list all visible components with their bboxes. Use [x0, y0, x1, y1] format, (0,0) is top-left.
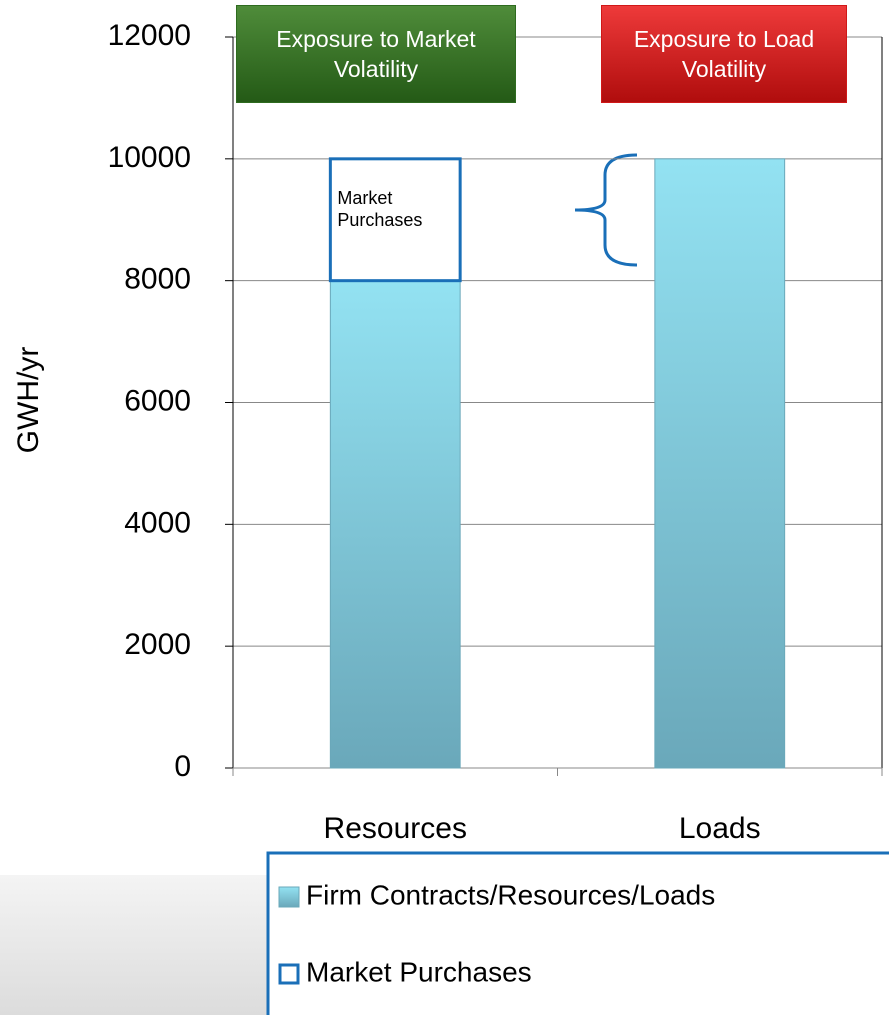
- x-tick-label: Resources: [324, 812, 467, 845]
- y-tick-label: 12000: [108, 19, 191, 52]
- legend-swatch: [278, 886, 300, 908]
- legend-label: Firm Contracts/Resources/Loads: [306, 879, 715, 910]
- y-tick-label: 0: [174, 750, 191, 783]
- annotation-box: Exposure to Market Volatility: [236, 5, 516, 103]
- bar-segment: [654, 158, 786, 769]
- legend-box: [266, 851, 889, 1015]
- legend-label: Market Purchases: [306, 956, 532, 987]
- background-shape: [0, 875, 268, 1015]
- y-tick-label: 4000: [124, 506, 191, 539]
- y-tick-label: 8000: [124, 263, 191, 296]
- y-axis-label: GWH/yr: [12, 347, 45, 454]
- legend-swatch: [278, 963, 300, 985]
- annotation-box: Exposure to Load Volatility: [601, 5, 847, 103]
- y-tick-label: 2000: [124, 628, 191, 661]
- bar-segment: [328, 157, 462, 283]
- x-tick-label: Loads: [679, 812, 761, 845]
- bar-segment: [329, 280, 461, 769]
- y-tick-label: 10000: [108, 141, 191, 174]
- brace: [574, 153, 638, 267]
- box-label: Market Purchases: [337, 187, 423, 230]
- y-tick-label: 6000: [124, 384, 191, 417]
